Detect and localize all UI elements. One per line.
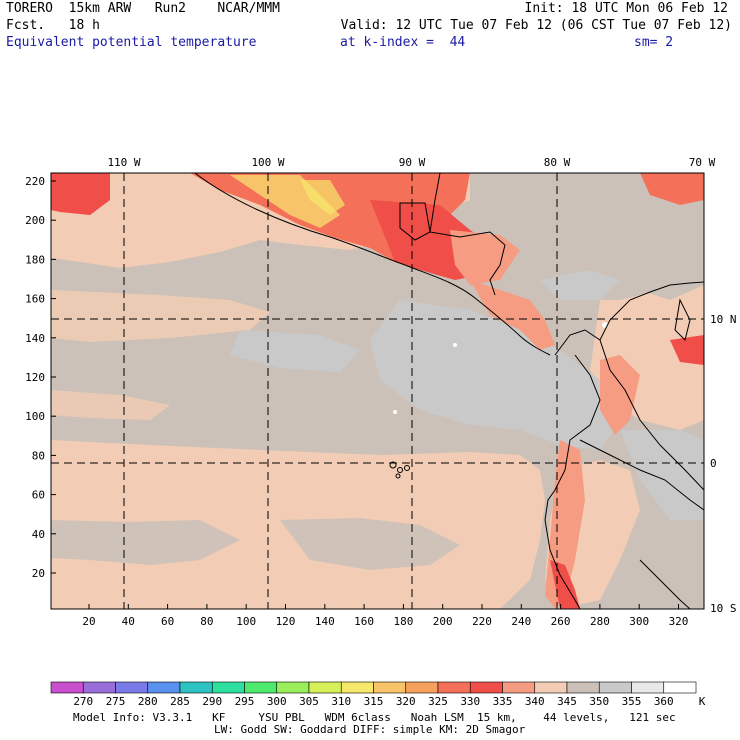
x-tick-label: 300: [629, 615, 649, 628]
y-tick-label: 200: [25, 214, 45, 227]
title-line-left: TORERO 15km ARW Run2 NCAR/MMM: [6, 1, 280, 16]
model-info-line2: LW: Godd SW: Goddard DIFF: simple KM: 2D…: [214, 723, 526, 736]
colorbar-label: 315: [364, 695, 384, 708]
forecast-hour: Fcst. 18 h: [6, 18, 100, 33]
colorbar-label: 355: [622, 695, 642, 708]
colorbar-swatch: [534, 681, 568, 694]
y-tick-label: 140: [25, 332, 45, 345]
x-tick-label: 40: [122, 615, 135, 628]
x-tick-label: 260: [551, 615, 571, 628]
x-tick-label: 160: [354, 615, 374, 628]
colorbar-label: 360: [654, 695, 674, 708]
colorbar-label: 295: [235, 695, 255, 708]
x-tick-label: 140: [315, 615, 335, 628]
colorbar-swatch: [631, 681, 665, 694]
colorbar-label: 345: [557, 695, 577, 708]
colorbar-label: 350: [589, 695, 609, 708]
x-tick-label: 180: [393, 615, 413, 628]
lat-label-0: 0: [710, 457, 717, 470]
colorbar-swatch: [115, 681, 149, 694]
colorbar-swatch: [405, 681, 439, 694]
colorbar-label: 335: [493, 695, 513, 708]
colorbar-swatch: [340, 681, 374, 694]
colorbar-label: 330: [460, 695, 480, 708]
x-tick-label: 320: [669, 615, 689, 628]
lon-label-80w: 80 W: [544, 156, 571, 169]
colorbar-swatch: [598, 681, 632, 694]
x-tick-label: 240: [511, 615, 531, 628]
y-tick-labels: 220 200 180 160 140 120 100 80 60 40 20: [25, 175, 56, 580]
colorbar-label: 275: [106, 695, 126, 708]
colorbar-label: 290: [202, 695, 222, 708]
colorbar-label: 285: [170, 695, 190, 708]
x-tick-label: 80: [200, 615, 213, 628]
y-tick-label: 160: [25, 293, 45, 306]
lat-label-10n: 10 N: [710, 313, 737, 326]
colorbar-unit: K: [699, 695, 706, 708]
x-tick-label: 60: [161, 615, 174, 628]
y-tick-label: 120: [25, 371, 45, 384]
colorbar-swatch: [437, 681, 471, 694]
lat-lon-grid: [51, 173, 704, 609]
colorbar-label: 270: [73, 695, 93, 708]
colorbar-swatch: [663, 681, 697, 694]
colorbar-swatch: [276, 681, 310, 694]
model-info-line1: Model Info: V3.3.1 KF YSU PBL WDM 6class…: [73, 711, 676, 724]
x-tick-label: 280: [590, 615, 610, 628]
level-text: at k-index = 44: [340, 35, 466, 50]
smoothing-text: sm= 2: [634, 35, 674, 50]
lon-label-70w: 70 W: [689, 156, 716, 169]
theta-e-field: [51, 173, 704, 609]
lon-label-100w: 100 W: [251, 156, 284, 169]
colorbar-swatch: [179, 681, 213, 694]
y-tick-label: 80: [32, 449, 45, 462]
colorbar-swatch: [211, 681, 245, 694]
lon-label-90w: 90 W: [399, 156, 426, 169]
y-tick-label: 180: [25, 253, 45, 266]
colorbar-swatch: [469, 681, 503, 694]
x-tick-label: 200: [433, 615, 453, 628]
colorbar-label: 340: [525, 695, 545, 708]
x-tick-label: 120: [276, 615, 296, 628]
lat-label-10s: 10 S: [710, 602, 737, 615]
y-tick-label: 220: [25, 175, 45, 188]
x-tick-label: 100: [236, 615, 256, 628]
x-tick-labels: 20 40 60 80 100 120 140 160 180 200 220 240 260 280 30…: [82, 604, 688, 628]
x-tick-label: 220: [472, 615, 492, 628]
colorbar-swatch: [308, 681, 342, 694]
colorbar-swatch: [50, 681, 84, 694]
colorbar-label: 280: [138, 695, 158, 708]
colorbar-swatch: [82, 681, 116, 694]
field-name: Equivalent potential temperature: [6, 35, 257, 50]
colorbar-label: 320: [396, 695, 416, 708]
colorbar-swatch: [502, 681, 536, 694]
init-time: Init: 18 UTC Mon 06 Feb 12: [524, 1, 729, 16]
y-tick-label: 60: [32, 489, 45, 502]
colorbar-swatch: [373, 681, 407, 694]
x-tick-label: 20: [82, 615, 95, 628]
y-tick-label: 20: [32, 567, 45, 580]
valid-time: Valid: 12 UTC Tue 07 Feb 12 (06 CST Tue …: [340, 18, 732, 33]
y-tick-label: 40: [32, 528, 45, 541]
colorbar-label: 310: [331, 695, 351, 708]
colorbar-swatch: [147, 681, 181, 694]
colorbar-label: 325: [428, 695, 448, 708]
colorbar: 270 275 280 285 290 295 300 305 310 315 320 325 330 3…: [50, 681, 706, 708]
colorbar-swatch: [244, 681, 278, 694]
lon-label-110w: 110 W: [107, 156, 140, 169]
colorbar-label: 300: [267, 695, 287, 708]
colorbar-swatch: [566, 681, 600, 694]
y-tick-label: 100: [25, 410, 45, 423]
colorbar-label: 305: [299, 695, 319, 708]
